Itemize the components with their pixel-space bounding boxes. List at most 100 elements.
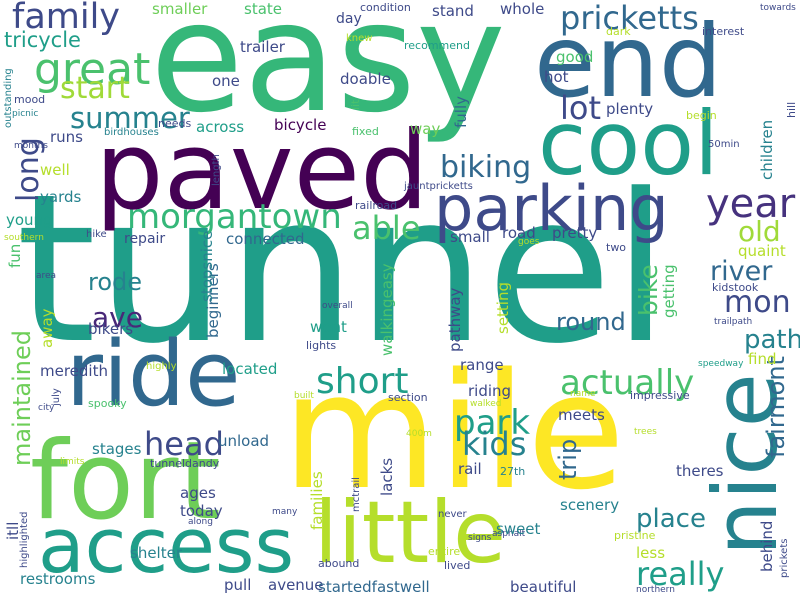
word: path: [744, 325, 800, 355]
word: setting: [494, 281, 512, 334]
word: one: [212, 72, 240, 90]
word: bicycle: [274, 116, 327, 134]
word: went: [310, 318, 347, 336]
word: beautiful: [510, 578, 577, 596]
word: avenue: [268, 576, 324, 594]
word: stopsnice: [198, 230, 216, 302]
word: two: [606, 241, 627, 254]
word: ave: [92, 301, 143, 334]
word: rail: [458, 460, 482, 478]
word: short: [316, 361, 409, 402]
word: startedfastwell: [318, 578, 430, 596]
word: range: [460, 356, 504, 374]
word: plenty: [606, 100, 654, 118]
word: stages: [92, 440, 142, 458]
word: knew: [346, 33, 373, 44]
word: paved: [95, 109, 429, 234]
word: walkingeasy: [378, 263, 396, 356]
word: rode: [88, 268, 143, 296]
word: shelter: [130, 544, 182, 562]
word: mood: [14, 93, 46, 106]
word: summer: [70, 101, 190, 135]
word: great: [34, 44, 151, 95]
word: place: [636, 504, 706, 534]
word: theres: [676, 462, 724, 480]
word: road: [502, 224, 536, 242]
word: area: [36, 271, 57, 281]
word: year: [706, 181, 796, 227]
word: yards: [40, 188, 82, 206]
word: state: [244, 0, 282, 18]
word: start: [60, 71, 130, 106]
word: connected: [226, 230, 305, 248]
word: head: [144, 425, 224, 463]
word: families: [308, 471, 326, 530]
word: name: [570, 389, 596, 399]
word: needs: [158, 117, 192, 130]
word: tunnel: [16, 151, 670, 389]
word: overall: [322, 301, 353, 311]
word: trailer: [240, 38, 285, 56]
word: interest: [702, 25, 745, 38]
word: trees: [634, 427, 657, 437]
word: birdhouses: [104, 127, 159, 138]
word: fully: [452, 96, 470, 128]
word: mon: [724, 285, 791, 320]
word: scenery: [560, 496, 620, 514]
word: 400m: [406, 429, 432, 439]
word: months: [14, 141, 48, 151]
word: southern: [4, 233, 44, 243]
word: smaller: [152, 0, 208, 18]
word: city: [38, 403, 55, 413]
word: day: [336, 11, 362, 27]
word: condition: [360, 1, 411, 14]
word: fixed: [352, 125, 379, 138]
word: actually: [560, 363, 695, 403]
word: pricketts: [560, 0, 699, 37]
word: riding: [468, 382, 512, 400]
word: pretty: [552, 224, 598, 242]
word: tricycle: [4, 28, 81, 52]
word: family: [12, 0, 121, 37]
word: speedway: [698, 359, 744, 369]
word: young: [6, 211, 53, 229]
word: lacks: [378, 457, 396, 496]
word: highly: [146, 361, 177, 372]
word: restrooms: [20, 570, 96, 588]
word: morgantown: [127, 197, 342, 237]
word: hot: [544, 68, 569, 86]
word: spooky: [88, 397, 127, 410]
word: bikers: [88, 320, 134, 338]
word: repair: [124, 231, 166, 247]
word: end: [534, 3, 723, 120]
word: begin: [686, 109, 717, 122]
word: round: [556, 308, 626, 336]
word: well: [40, 161, 70, 179]
word: highlighted: [19, 511, 30, 568]
word: picnic: [12, 109, 39, 119]
word: parking: [434, 172, 669, 245]
word: lit: [349, 99, 362, 110]
word: abound: [318, 557, 360, 570]
word: 27th: [500, 465, 526, 478]
word: behind: [758, 520, 776, 572]
word: kidstook: [712, 281, 759, 294]
word: trailpath: [714, 317, 753, 327]
word: walked: [470, 399, 502, 409]
word: whole: [500, 0, 545, 18]
word: old: [738, 215, 781, 248]
word: mctrail: [351, 477, 362, 512]
word: tunneldandy: [150, 457, 220, 470]
word: less: [636, 544, 666, 562]
word: limits: [60, 457, 85, 467]
word: located: [222, 360, 278, 378]
word: stand: [432, 2, 474, 20]
word: really: [636, 555, 725, 593]
word: lot: [560, 89, 602, 127]
word: recommend: [404, 39, 470, 52]
word: pathway: [446, 287, 464, 352]
word: children: [758, 119, 776, 180]
word: jauntpricketts: [404, 181, 473, 192]
word: northern: [636, 585, 675, 595]
word: hike: [86, 229, 107, 240]
